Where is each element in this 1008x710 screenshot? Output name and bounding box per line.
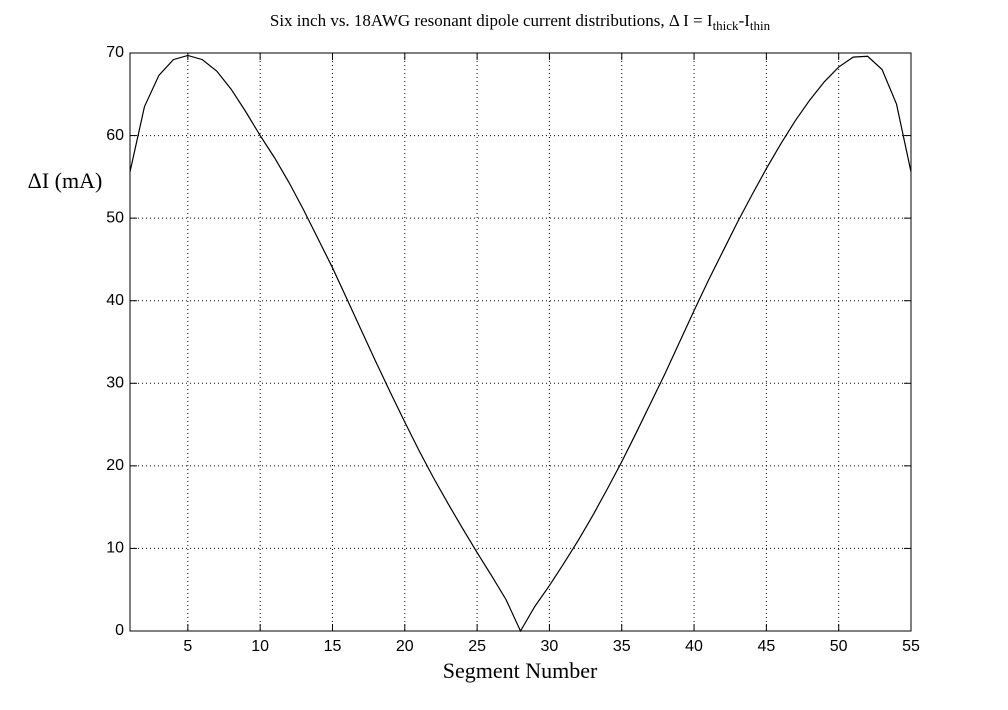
x-tick-label: 45	[757, 638, 775, 655]
title-subscript: thin	[750, 18, 771, 33]
x-tick-label: 55	[902, 638, 920, 655]
y-tick-label: 10	[106, 540, 124, 557]
y-tick-label: 0	[115, 622, 124, 639]
x-tick-label: 5	[183, 638, 192, 655]
y-tick-label: 60	[106, 127, 124, 144]
x-tick-label: 25	[468, 638, 486, 655]
y-tick-label: 40	[106, 292, 124, 309]
x-tick-label: 50	[830, 638, 848, 655]
title-subscript: thick	[713, 18, 739, 33]
y-tick-label: 20	[106, 457, 124, 474]
y-tick-label: 70	[106, 44, 124, 61]
x-axis-label: Segment Number	[443, 658, 598, 683]
x-tick-label: 10	[251, 638, 269, 655]
y-tick-label: 30	[106, 375, 124, 392]
x-tick-label: 15	[324, 638, 342, 655]
x-tick-label: 35	[613, 638, 631, 655]
title-text: -I	[739, 11, 751, 30]
x-tick-label: 30	[541, 638, 559, 655]
data-line	[129, 54, 912, 633]
x-tick-label: 20	[396, 638, 414, 655]
x-tick-label: 40	[685, 638, 703, 655]
chart-title: Six inch vs. 18AWG resonant dipole curre…	[270, 11, 771, 33]
y-axis-label: ΔI (mA)	[28, 168, 103, 193]
title-text: Six inch vs. 18AWG resonant dipole curre…	[270, 11, 713, 30]
y-tick-label: 50	[106, 209, 124, 226]
